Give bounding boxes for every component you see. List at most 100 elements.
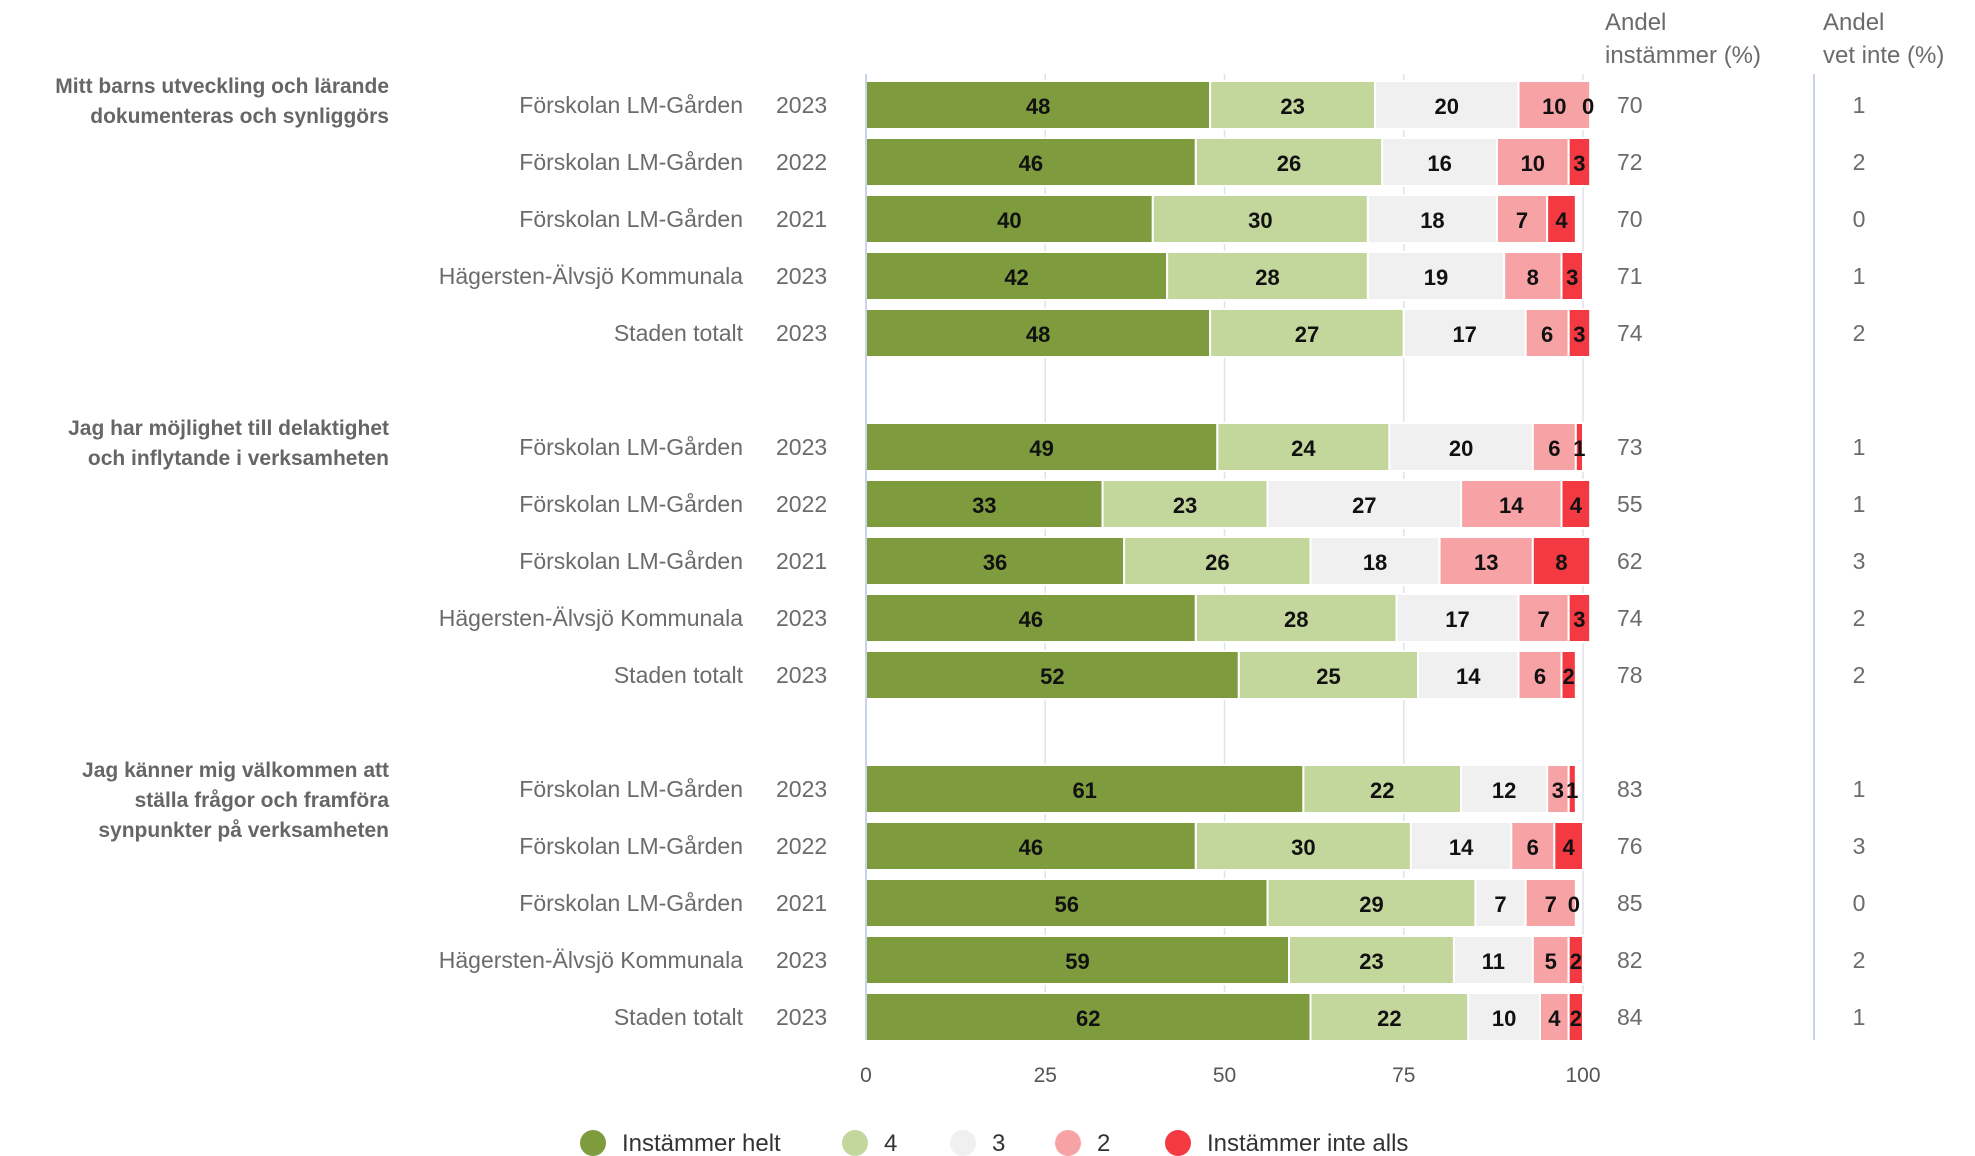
bar-segment — [1517, 650, 1563, 700]
data-label: 7 — [1545, 892, 1557, 917]
data-label: 6 — [1527, 835, 1539, 860]
data-label: 40 — [997, 208, 1021, 233]
bar-segment — [865, 308, 1212, 358]
data-label: 30 — [1291, 835, 1315, 860]
row-labels: Mitt barns utveckling och lärande dokumen… — [55, 75, 827, 1030]
side-columns: Andel instämmer (%) Andel vet inte (%) 70 1 72… — [1605, 9, 1944, 1040]
year-label: 2023 — [776, 947, 827, 973]
andel-instammer-value: 74 — [1617, 320, 1643, 346]
year-label: 2022 — [776, 149, 827, 175]
legend-item[interactable]: 4 — [842, 1130, 897, 1156]
andel-instammer-value: 76 — [1617, 833, 1643, 859]
legend-item[interactable]: 2 — [1055, 1130, 1110, 1156]
question-label: Jag känner mig välkommen att — [82, 759, 389, 782]
x-tick-label: 100 — [1565, 1064, 1600, 1087]
unit-label: Hägersten-Älvsjö Kommunala — [439, 605, 743, 631]
bar-segment — [1101, 479, 1269, 529]
data-label: 22 — [1370, 778, 1394, 803]
andel-vet-inte-value: 3 — [1853, 833, 1866, 859]
bar-segment — [1452, 935, 1534, 985]
andel-instammer-value: 55 — [1617, 491, 1643, 517]
legend-item[interactable]: Instämmer inte alls — [1165, 1130, 1408, 1156]
andel-instammer-value: 78 — [1617, 662, 1643, 688]
bar-segment — [1567, 935, 1585, 985]
data-label: 8 — [1555, 550, 1567, 575]
header-andel-vet-inte: Andel — [1823, 9, 1884, 36]
legend-item[interactable]: Instämmer helt — [580, 1130, 781, 1156]
bar-segment — [865, 422, 1219, 472]
bar-segment — [865, 251, 1169, 301]
bar-segment — [1531, 536, 1592, 586]
andel-vet-inte-value: 2 — [1853, 605, 1866, 631]
bar-segment — [865, 80, 1212, 130]
bar-segment — [1309, 536, 1441, 586]
bar-segment — [865, 479, 1104, 529]
data-label: 28 — [1255, 265, 1279, 290]
data-label: 23 — [1173, 493, 1197, 518]
data-label: 19 — [1424, 265, 1448, 290]
header-andel-instammer: instämmer (%) — [1605, 42, 1761, 69]
bar-segment — [1517, 80, 1592, 130]
bar-segment — [1266, 479, 1463, 529]
data-label: 36 — [983, 550, 1007, 575]
bar-segment — [1417, 650, 1520, 700]
andel-instammer-value: 82 — [1617, 947, 1643, 973]
bar-segment — [1288, 935, 1455, 985]
andel-vet-inte-value: 0 — [1853, 206, 1866, 232]
bar-segment — [1538, 992, 1570, 1042]
bar-segment — [1546, 194, 1577, 244]
legend-item[interactable]: 3 — [950, 1130, 1005, 1156]
bar-segment — [1524, 878, 1577, 928]
unit-label: Hägersten-Älvsjö Kommunala — [439, 263, 743, 289]
question-label: Mitt barns utveckling och lärande — [55, 75, 389, 98]
data-label: 6 — [1548, 436, 1560, 461]
andel-instammer-value: 62 — [1617, 548, 1643, 574]
data-label: 7 — [1494, 892, 1506, 917]
unit-label: Förskolan LM-Gården — [519, 92, 743, 118]
question-label: dokumenteras och synliggörs — [90, 105, 389, 128]
bar-segment — [1567, 992, 1585, 1042]
data-label: 26 — [1205, 550, 1229, 575]
andel-vet-inte-value: 1 — [1853, 1004, 1866, 1030]
data-label: 33 — [972, 493, 996, 518]
bar-segment — [1388, 422, 1534, 472]
data-label: 20 — [1449, 436, 1473, 461]
data-label: 11 — [1482, 949, 1505, 974]
data-label: 3 — [1573, 322, 1585, 347]
andel-instammer-value: 70 — [1617, 206, 1643, 232]
bar-segment — [1560, 479, 1592, 529]
data-label: 22 — [1377, 1006, 1401, 1031]
bar-segment — [1438, 536, 1534, 586]
legend-label: 3 — [992, 1130, 1005, 1156]
x-tick-label: 75 — [1392, 1064, 1415, 1087]
unit-label: Förskolan LM-Gården — [519, 491, 743, 517]
legend-label: Instämmer helt — [622, 1130, 781, 1156]
header-andel-instammer: Andel — [1605, 9, 1666, 36]
data-label: 20 — [1435, 94, 1459, 119]
x-axis: 0 25 50 75 100 — [860, 74, 1601, 1087]
andel-vet-inte-value: 1 — [1853, 263, 1866, 289]
data-label: 4 — [1570, 493, 1583, 518]
year-label: 2023 — [776, 92, 827, 118]
year-label: 2023 — [776, 605, 827, 631]
data-label: 16 — [1427, 151, 1451, 176]
data-label: 23 — [1359, 949, 1383, 974]
year-label: 2023 — [776, 320, 827, 346]
data-label: 5 — [1545, 949, 1557, 974]
legend[interactable]: Instämmer helt 4 3 2 Instämmer inte alls — [580, 1130, 1408, 1156]
unit-label: Hägersten-Älvsjö Kommunala — [439, 947, 743, 973]
legend-label: 2 — [1097, 1130, 1110, 1156]
data-label: 17 — [1452, 322, 1476, 347]
data-label: 46 — [1019, 607, 1043, 632]
bar-segment — [1309, 992, 1470, 1042]
data-label: 30 — [1248, 208, 1272, 233]
bar-segment — [1366, 251, 1506, 301]
andel-instammer-value: 74 — [1617, 605, 1643, 631]
data-label: 4 — [1563, 835, 1576, 860]
data-label: 18 — [1363, 550, 1387, 575]
andel-vet-inte-value: 0 — [1853, 890, 1866, 916]
andel-instammer-value: 84 — [1617, 1004, 1643, 1030]
bar-segment — [1402, 308, 1527, 358]
bar-segment — [1560, 251, 1584, 301]
